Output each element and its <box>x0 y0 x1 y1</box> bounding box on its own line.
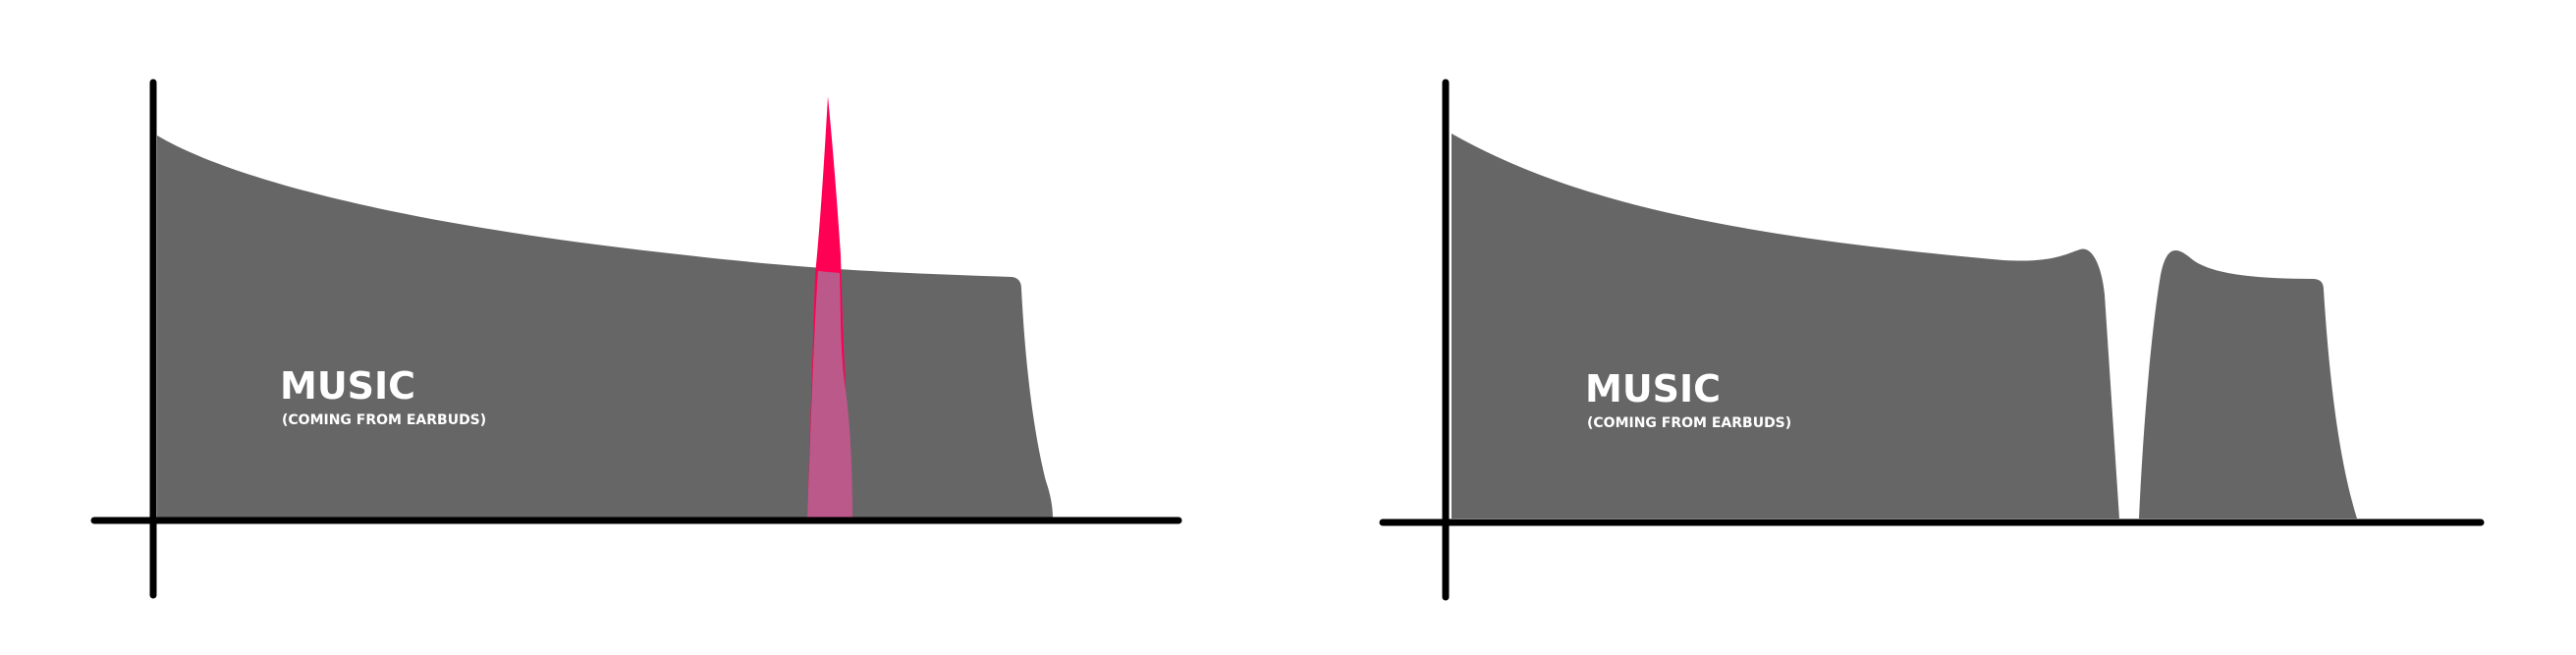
panel-right: MUSIC (COMING FROM EARBUDS) <box>1379 79 2485 601</box>
music-area-right <box>1452 134 2357 519</box>
panel-subtitle-right: (COMING FROM EARBUDS) <box>1587 415 1791 431</box>
music-area-left <box>157 136 1053 519</box>
panel-title-left: MUSIC <box>280 364 415 408</box>
overlap-region-left <box>807 271 852 519</box>
panel-title-right: MUSIC <box>1585 367 1721 410</box>
panel-subtitle-left: (COMING FROM EARBUDS) <box>282 412 486 428</box>
panel-left: MUSIC (COMING FROM EARBUDS) <box>90 79 1182 599</box>
